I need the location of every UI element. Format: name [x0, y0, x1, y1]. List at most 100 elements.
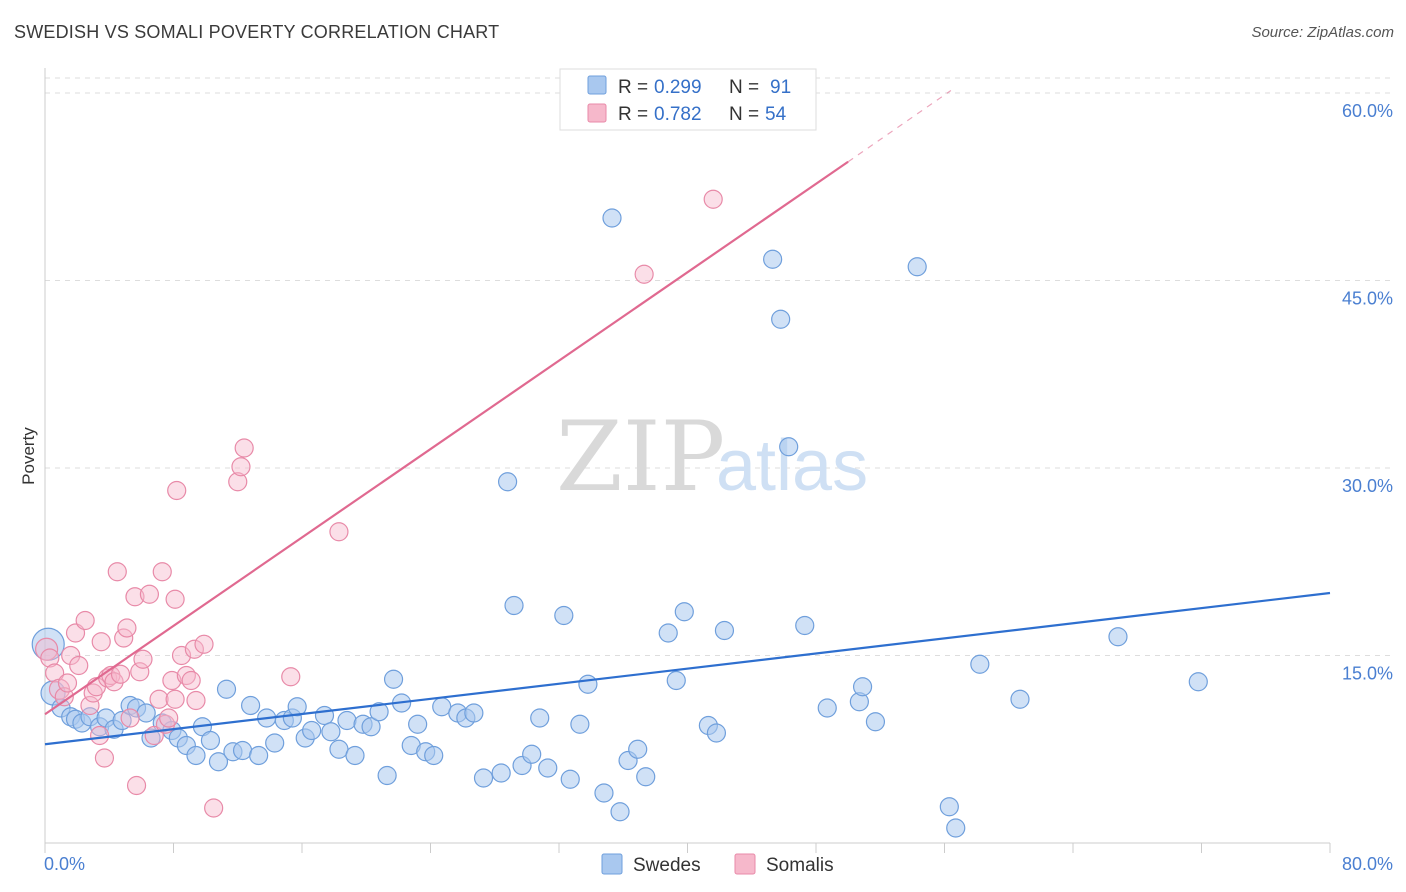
swedes-point	[779, 437, 799, 457]
swedes-point	[946, 818, 966, 838]
somalis-point	[162, 670, 182, 691]
swedes-point	[491, 763, 511, 783]
swedes-point	[232, 740, 253, 761]
legend-n-value-somalis: 54	[765, 104, 787, 125]
somalis-point	[329, 522, 349, 542]
bottom-legend-swatch-swedes	[601, 853, 623, 875]
swedes-point	[186, 745, 206, 766]
y-tick-label: 30.0%	[1342, 476, 1393, 496]
y-tick-label: 60.0%	[1342, 101, 1393, 121]
somalis-point	[107, 562, 127, 582]
bottom-legend-swatch-somalis	[734, 853, 756, 875]
swedes-point	[408, 714, 428, 734]
somalis-point	[75, 610, 95, 631]
grid-lines	[45, 77, 1392, 656]
bottom-legend-label-somalis: Somalis	[766, 855, 834, 876]
swedes-point	[287, 697, 307, 717]
legend-n-value-swedes: 91	[770, 77, 791, 98]
somalis-point	[159, 708, 179, 728]
somalis-point	[130, 662, 150, 682]
swedes-point	[763, 249, 783, 269]
swedes-point	[538, 758, 558, 778]
swedes-point	[361, 717, 381, 737]
swedes-point	[369, 702, 389, 722]
swedes-point	[674, 602, 694, 622]
somalis-point	[181, 670, 201, 691]
somalis-point	[133, 649, 153, 669]
swedes-point	[817, 698, 837, 718]
swedes-point	[112, 710, 132, 731]
swedes-point	[658, 623, 678, 643]
swedes-point	[337, 710, 357, 731]
somalis-trend-line	[44, 160, 849, 716]
x-tick-label-min: 0.0%	[44, 854, 85, 874]
legend-r-label-somalis: R =	[618, 104, 648, 125]
somalis-point	[186, 690, 206, 711]
somalis-point	[165, 689, 185, 709]
somalis-point	[104, 672, 124, 692]
swedes-point	[377, 765, 397, 786]
swedes-point	[383, 669, 404, 689]
swedes-point	[504, 595, 524, 616]
swedes-point	[321, 722, 341, 742]
y-axis-label: Poverty	[19, 427, 38, 485]
y-tick-label: 45.0%	[1342, 289, 1393, 309]
somalis-point	[139, 584, 160, 604]
swedes-point	[636, 767, 656, 787]
bottom-legend-label-swedes: Swedes	[633, 855, 701, 876]
somalis-point	[125, 587, 145, 607]
swedes-point	[554, 605, 574, 626]
swedes-point	[302, 720, 322, 741]
swedes-point	[329, 739, 349, 759]
swedes-point	[852, 677, 873, 697]
swedes-point	[1108, 627, 1128, 647]
swedes-point	[473, 768, 494, 788]
swedes-point	[314, 705, 335, 726]
x-tick-label-max: 80.0%	[1342, 854, 1393, 874]
swedes-point	[594, 783, 614, 803]
somalis-point	[80, 695, 100, 716]
watermark-zip: ZIP	[556, 401, 725, 513]
swedes-point	[795, 615, 815, 636]
swedes-point	[578, 674, 598, 694]
somalis-point	[126, 775, 147, 796]
somalis-point	[110, 664, 131, 684]
swedes-point	[570, 714, 590, 734]
somalis-point	[120, 708, 140, 728]
somalis-point	[194, 634, 214, 654]
swedes-point	[666, 670, 686, 691]
legend-swatch-swedes	[587, 75, 607, 95]
swedes-point	[970, 654, 990, 674]
somalis-point	[90, 725, 110, 746]
swedes-point	[530, 708, 550, 728]
legend-r-label-swedes: R =	[618, 77, 648, 98]
y-tick-label: 15.0%	[1342, 664, 1393, 684]
swedes-point	[424, 745, 444, 766]
somalis-point	[91, 632, 111, 652]
swedes-point	[865, 712, 886, 732]
swedes-point	[628, 739, 648, 759]
legend-n-label-swedes: N =	[729, 77, 759, 98]
somalis-point	[117, 618, 137, 638]
legend-r-value-somalis: 0.782	[654, 104, 702, 125]
somalis-point	[703, 189, 723, 209]
somalis-points	[35, 189, 723, 818]
swedes-point	[522, 744, 542, 764]
somalis-point	[281, 667, 301, 687]
swedes-point	[1188, 672, 1208, 692]
somalis-point	[204, 798, 224, 818]
swedes-point	[464, 703, 484, 723]
trend-lines	[44, 90, 1331, 746]
swedes-point	[560, 769, 580, 789]
legend-swatch-somalis	[587, 103, 607, 123]
swedes-point	[706, 723, 727, 743]
swedes-point	[216, 679, 237, 699]
somalis-point	[57, 673, 78, 693]
x-tick-labels: 0.0% 80.0%	[44, 854, 1393, 874]
swedes-point	[714, 620, 735, 641]
somalis-point	[231, 457, 251, 477]
somalis-trend-extension	[847, 90, 952, 163]
somalis-point	[69, 655, 89, 676]
swedes-point	[907, 257, 927, 277]
